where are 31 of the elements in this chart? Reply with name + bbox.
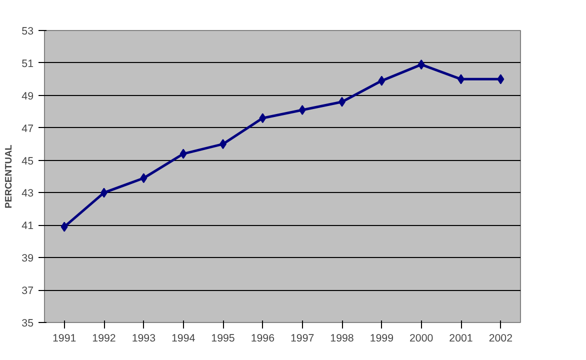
y-tick-label: 43 — [22, 188, 34, 200]
x-tick-label: 2001 — [449, 332, 473, 344]
y-tick-label: 35 — [22, 318, 34, 330]
y-tick-label: 39 — [22, 252, 34, 265]
x-tick-label: 1997 — [290, 332, 314, 344]
point — [298, 104, 306, 115]
point — [418, 60, 425, 70]
x-tick-label: 1993 — [132, 332, 156, 344]
y-tick-label: 53 — [22, 26, 34, 38]
x-tick-label: 1991 — [52, 332, 76, 344]
y-tick-label: 49 — [22, 90, 34, 102]
y-tick-label: 51 — [22, 58, 34, 70]
x-tick-label: 2000 — [409, 332, 434, 344]
x-tick-label: 2002 — [488, 332, 513, 344]
point — [497, 74, 504, 84]
y-tick-label: 45 — [22, 155, 34, 168]
y-tick-label: 41 — [22, 220, 34, 232]
point — [60, 222, 68, 232]
y-tick-label: 37 — [22, 285, 34, 298]
x-tick-label: 1996 — [250, 332, 275, 344]
x-tick-label: 1999 — [370, 332, 394, 344]
point — [259, 113, 266, 124]
x-tick-label: 1994 — [171, 332, 196, 344]
x-tick-label: 1998 — [330, 332, 354, 344]
point — [378, 76, 386, 86]
x-tick-label: 1992 — [92, 332, 116, 344]
y-axis-title: PERCENTUAL — [4, 144, 14, 208]
point — [140, 173, 148, 184]
point — [180, 148, 187, 159]
x-tick-label: 1995 — [211, 332, 235, 344]
y-tick-label: 47 — [22, 122, 34, 135]
